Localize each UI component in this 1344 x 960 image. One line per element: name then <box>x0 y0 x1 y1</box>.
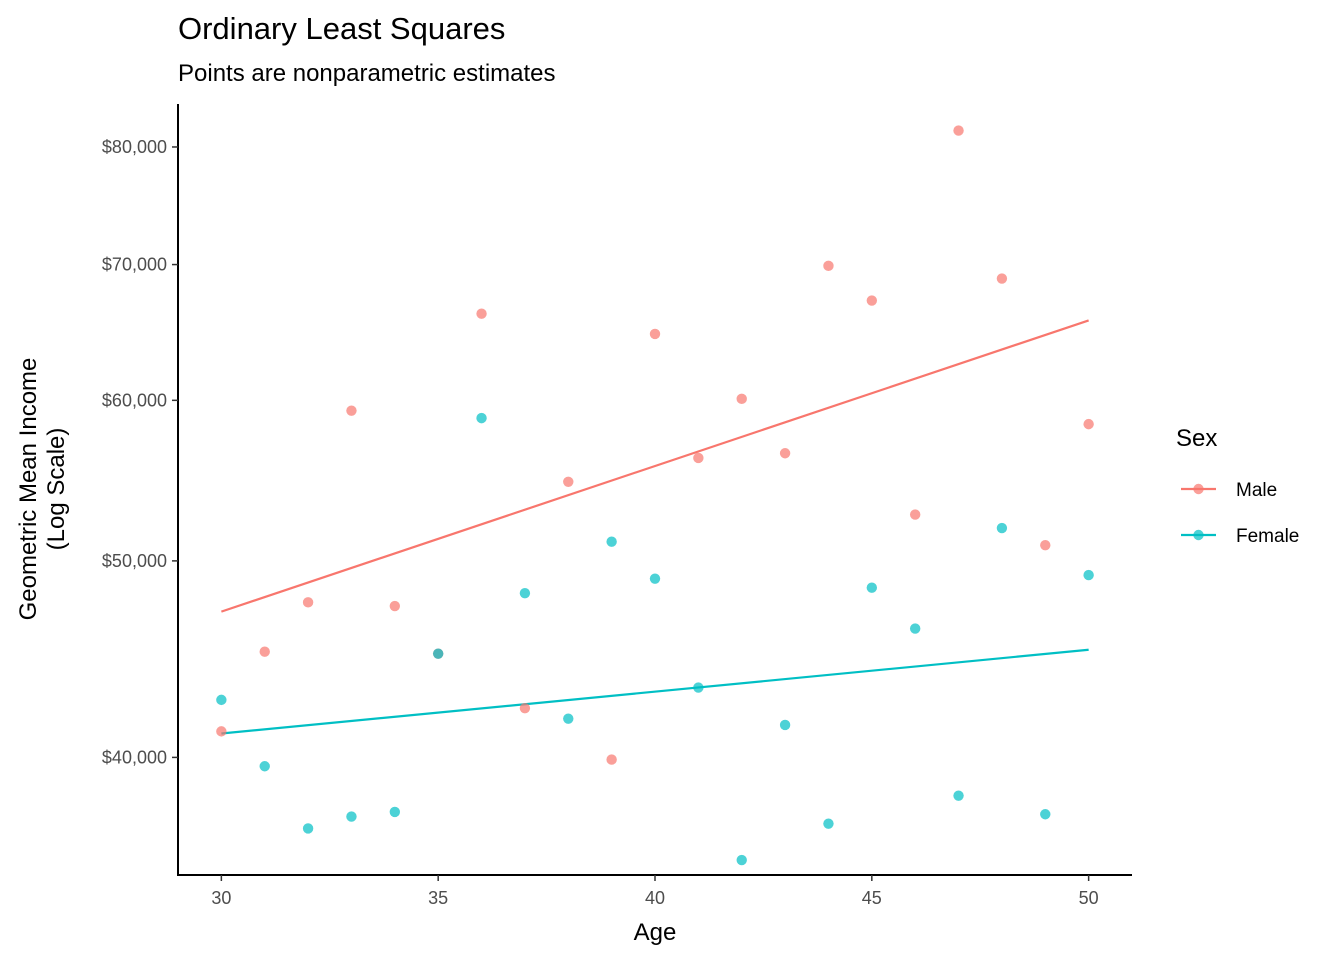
data-point-female <box>649 573 661 584</box>
data-point-female <box>866 582 878 593</box>
legend-label: Male <box>1236 480 1277 501</box>
data-point-male <box>823 260 834 272</box>
data-point-male <box>909 509 921 520</box>
data-point-male <box>259 646 270 657</box>
data-point-male <box>996 273 1008 284</box>
data-point-male <box>519 702 531 714</box>
y-tick-label: $60,000 <box>102 390 167 410</box>
y-tick-label: $40,000 <box>102 747 167 767</box>
data-point-female <box>432 648 444 659</box>
fit-lines <box>221 319 1089 735</box>
y-axis-title: Geometric Mean Income (Log Scale) <box>15 358 70 621</box>
data-point-female <box>909 623 921 634</box>
fit-line-male <box>221 319 1089 613</box>
x-axis-ticks: 30 35 40 45 50 <box>211 875 1099 908</box>
data-point-male <box>606 754 617 765</box>
data-point-male <box>1040 539 1051 551</box>
data-point-male <box>476 308 487 319</box>
data-point-male <box>216 726 227 737</box>
data-point-female <box>823 818 834 829</box>
y-tick-label: $80,000 <box>102 137 167 157</box>
data-point-male <box>302 597 314 608</box>
data-point-male <box>693 452 704 464</box>
data-point-female <box>216 694 227 706</box>
data-point-female <box>996 522 1008 534</box>
y-tick-label: $70,000 <box>102 255 167 275</box>
x-axis-title: Age <box>634 919 677 946</box>
y-axis-ticks: $40,000 $50,000 $60,000 $70,000 $80,000 <box>102 137 178 767</box>
data-point-male <box>1083 418 1094 430</box>
x-tick-label: 30 <box>211 888 231 908</box>
data-point-female <box>1083 569 1094 581</box>
legend-item-female: Female <box>1181 526 1299 547</box>
data-point-female <box>259 761 270 772</box>
data-point-female <box>693 682 704 693</box>
plot-area <box>216 125 1094 866</box>
data-point-male <box>736 393 747 405</box>
x-tick-label: 45 <box>862 888 882 908</box>
data-point-female <box>346 811 357 822</box>
data-point-male <box>866 295 878 306</box>
data-point-female <box>476 412 487 424</box>
data-point-male <box>389 600 401 612</box>
fit-line-female <box>221 648 1089 735</box>
legend-title: Sex <box>1176 425 1217 452</box>
data-point-male <box>346 405 357 416</box>
y-axis-title-line-1: Geometric Mean Income <box>15 358 42 621</box>
data-points <box>216 125 1094 866</box>
y-axis-title-line-2: (Log Scale) <box>43 428 70 551</box>
legend-items: Male Female <box>1181 480 1299 547</box>
data-point-male <box>953 125 964 136</box>
legend-key-point <box>1193 483 1204 495</box>
data-point-male <box>649 328 661 340</box>
data-point-female <box>606 536 617 547</box>
data-point-female <box>953 790 964 801</box>
data-point-male <box>563 476 574 487</box>
legend-key-point <box>1193 529 1204 541</box>
x-tick-label: 50 <box>1079 888 1099 908</box>
chart-title: Ordinary Least Squares <box>178 11 505 46</box>
legend-item-male: Male <box>1181 480 1277 501</box>
x-tick-label: 35 <box>428 888 448 908</box>
data-point-female <box>302 823 314 834</box>
data-point-male <box>779 448 791 459</box>
data-point-female <box>1040 809 1051 820</box>
y-tick-label: $50,000 <box>102 551 167 571</box>
legend-label: Female <box>1236 526 1299 547</box>
data-point-female <box>779 719 791 731</box>
data-point-female <box>736 854 747 866</box>
data-point-female <box>563 713 574 724</box>
x-tick-label: 40 <box>645 888 665 908</box>
data-point-female <box>519 587 531 599</box>
data-point-female <box>389 806 401 818</box>
legend: Sex Male Female <box>1176 425 1299 547</box>
chart-subtitle: Points are nonparametric estimates <box>178 60 556 87</box>
